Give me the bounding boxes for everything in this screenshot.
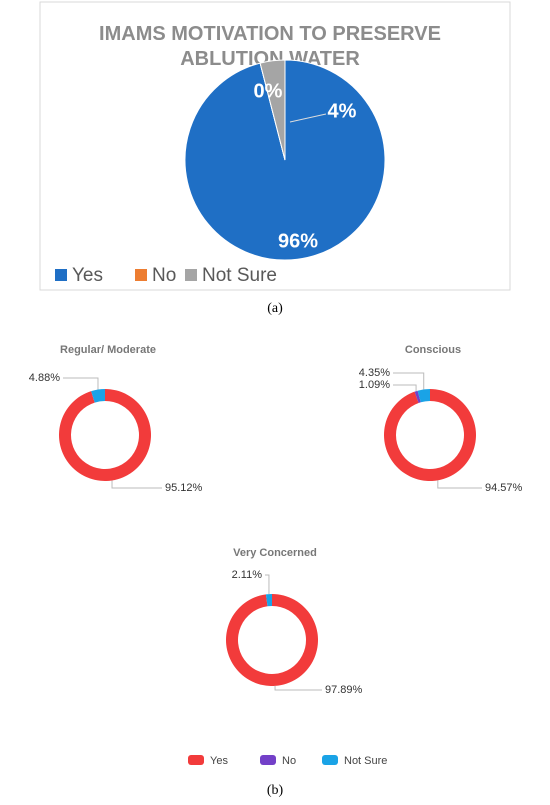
data-label: 96% xyxy=(278,230,318,252)
legend-label: No xyxy=(282,755,296,767)
legend-label: Not Sure xyxy=(202,265,277,286)
pie-slice xyxy=(259,59,286,161)
chart-title: Regular/ Moderate xyxy=(60,344,156,356)
leader-line xyxy=(265,574,270,595)
donut-segment xyxy=(265,594,272,607)
data-label: 4.35% xyxy=(359,367,390,379)
legend-swatch xyxy=(322,755,338,765)
data-label: 2.11% xyxy=(232,569,263,581)
legend-swatch xyxy=(55,269,67,281)
donut-segment xyxy=(384,389,477,482)
donut-segment xyxy=(417,389,430,403)
legend-swatch xyxy=(185,269,197,281)
donut-segment xyxy=(91,389,105,403)
caption: (b) xyxy=(267,783,284,798)
data-label: 0% xyxy=(254,80,283,102)
data-label: 97.89% xyxy=(325,684,363,696)
legend-swatch xyxy=(188,755,204,765)
data-label: 4.88% xyxy=(29,372,60,384)
legend-label: No xyxy=(152,265,176,286)
data-label: 1.09% xyxy=(359,379,390,391)
chart-title: Very Concerned xyxy=(233,547,317,559)
donut-segment xyxy=(58,389,151,482)
leader-line xyxy=(393,384,417,392)
leader-line xyxy=(63,377,99,390)
leader-line xyxy=(111,480,162,489)
leader-line xyxy=(274,685,322,691)
legend-swatch xyxy=(260,755,276,765)
leader-line xyxy=(393,372,425,390)
legend-label: Not Sure xyxy=(344,755,387,767)
legend-label: Yes xyxy=(210,755,228,767)
data-label: 94.57% xyxy=(485,482,523,494)
donut-segment xyxy=(414,390,421,403)
leader-line xyxy=(437,480,482,489)
donut-segment xyxy=(226,593,319,686)
caption: (a) xyxy=(267,301,283,316)
chart-title: Conscious xyxy=(405,344,461,356)
data-label: 4% xyxy=(328,100,357,122)
legend-label: Yes xyxy=(72,265,103,286)
data-label: 95.12% xyxy=(165,482,203,494)
leader-line xyxy=(289,113,327,123)
legend-swatch xyxy=(135,269,147,281)
chart-title: IMAMS MOTIVATION TO PRESERVE ABLUTION WAT… xyxy=(99,23,441,70)
